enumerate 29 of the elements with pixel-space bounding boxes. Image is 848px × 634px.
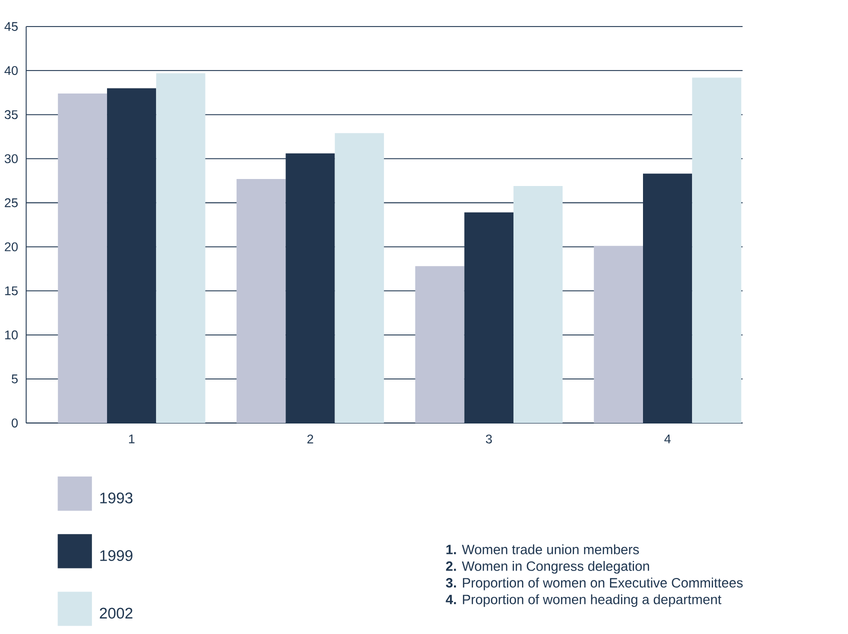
bar [513, 186, 563, 424]
bar [58, 94, 108, 424]
x-tick-label: 2 [307, 434, 314, 444]
legend-label: 1999 [100, 550, 132, 562]
text: 2. Women in Congress delegation [446, 561, 650, 574]
y-tick-label: 30 [4, 154, 18, 164]
y-tick-label: 0 [12, 418, 18, 428]
bar [334, 133, 384, 424]
legend-label: 2002 [100, 608, 132, 619]
text: 1. Women trade union members [446, 544, 639, 554]
y-tick-label: 40 [4, 66, 18, 76]
x-tick-label: 1 [129, 434, 134, 444]
bar [594, 246, 643, 424]
y-tick-label: 15 [5, 286, 18, 296]
y-tick-label: 10 [5, 330, 18, 340]
bar [692, 78, 742, 424]
y-tick-label: 35 [4, 110, 18, 120]
x-tick-label: 3 [486, 434, 492, 444]
y-tick-label: 25 [4, 198, 18, 208]
x-tick-label: 4 [664, 434, 671, 444]
bar [415, 266, 464, 424]
y-tick-label: 5 [12, 374, 18, 384]
text: 4. Proportion of women heading a department [446, 594, 722, 608]
text: 3. Proportion of women on Executive Committees [446, 578, 743, 590]
bar [156, 73, 206, 424]
legend-label: 1993 [100, 492, 132, 504]
y-tick-label: 45 [4, 22, 18, 32]
bar [236, 179, 286, 424]
y-tick-label: 20 [4, 242, 18, 252]
